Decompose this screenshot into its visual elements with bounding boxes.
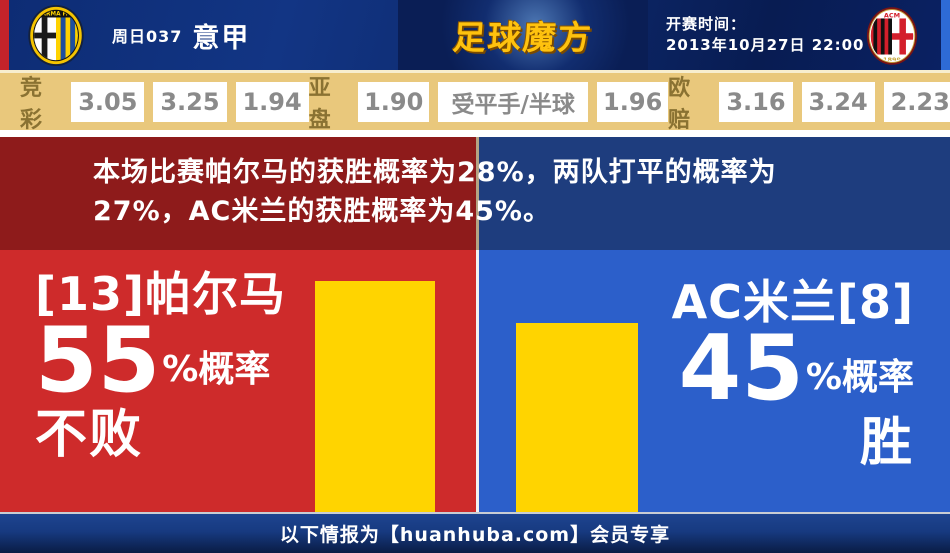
home-percent-suffix: %概率	[162, 348, 271, 390]
odds-value: 3.24	[801, 81, 875, 122]
ac-milan-logo: ACM 1899	[866, 6, 918, 70]
prediction-panels: [13]帕尔马 55 %概率 不败 AC米兰[8] 45 %概率 胜	[0, 250, 950, 512]
brand-panel: 足球魔方	[398, 0, 648, 70]
away-probability: 45 %概率	[672, 316, 914, 422]
odds-label-oupei: 欧赔	[668, 75, 692, 133]
brand-logo: 足球魔方	[451, 18, 595, 57]
away-team-name: AC米兰[8]	[671, 275, 914, 329]
away-probability-bar	[516, 323, 638, 512]
odds-bar: 竞彩 3.05 3.25 1.94 亚盘 1.90 受平手/半球 1.96 欧赔…	[0, 73, 950, 133]
odds-group-oupei: 欧赔 3.16 3.24 2.23	[668, 70, 950, 134]
odds-value: 3.16	[719, 81, 793, 122]
handicap-value: 受平手/半球	[438, 81, 589, 122]
banner-left-red	[0, 137, 476, 250]
section-gap	[0, 130, 950, 137]
kickoff-label: 开赛时间：	[666, 15, 747, 33]
match-number: 周日037	[112, 27, 183, 46]
home-probability-bar	[315, 281, 435, 512]
parma-fc-logo: PARMA F.C.	[27, 4, 85, 71]
home-panel-parma: [13]帕尔马 55 %概率 不败	[0, 250, 476, 512]
banner-right-blue	[479, 137, 950, 250]
header-divider-line	[0, 70, 950, 73]
odds-value: 1.96	[597, 81, 669, 122]
home-team-name: [13]帕尔马	[35, 267, 287, 321]
away-prediction-text: AC米兰[8] 45 %概率 胜	[672, 278, 914, 470]
milan-crest-year: 1899	[883, 56, 902, 64]
summary-line-1: 本场比赛帕尔马的获胜概率为28%，两队打平的概率为	[93, 157, 777, 188]
milan-crest-text: ACM	[884, 11, 900, 19]
home-prediction-text: [13]帕尔马 55 %概率 不败	[35, 270, 286, 462]
home-probability: 55 %概率	[35, 308, 286, 414]
summary-line-2: 27%，AC米兰的获胜概率为45%。	[93, 196, 551, 227]
odds-group-jingcai: 竞彩 3.05 3.25 1.94	[20, 70, 309, 134]
odds-group-yapan: 亚盘 1.90 受平手/半球 1.96	[308, 70, 669, 134]
banner-divider	[476, 137, 479, 250]
member-notice-text: 以下情报为【huanhuba.com】会员专享	[279, 524, 671, 546]
league-name: 意甲	[192, 22, 251, 54]
match-info: 周日037 意甲	[112, 0, 250, 70]
parma-crest-text: PARMA F.C.	[38, 11, 74, 17]
odds-value: 3.25	[153, 81, 227, 122]
probability-summary-text: 本场比赛帕尔马的获胜概率为28%，两队打平的概率为 27%，AC米兰的获胜概率为…	[93, 153, 893, 231]
odds-value: 1.90	[358, 81, 430, 122]
away-percent-value: 45	[678, 316, 804, 422]
away-panel-milan: AC米兰[8] 45 %概率 胜	[479, 250, 950, 512]
odds-label-yapan: 亚盘	[308, 75, 332, 133]
away-percent-suffix: %概率	[805, 356, 914, 398]
kickoff-datetime: 2013年10月27日 22:00	[666, 36, 865, 54]
odds-value: 3.05	[71, 81, 145, 122]
match-header: PARMA F.C. 周日037 意甲 足球魔方 开赛时间： 2013年10月2…	[0, 0, 950, 70]
home-percent-value: 55	[35, 308, 161, 414]
left-red-stripe	[0, 0, 9, 70]
probability-summary-banner: 本场比赛帕尔马的获胜概率为28%，两队打平的概率为 27%，AC米兰的获胜概率为…	[0, 137, 950, 250]
odds-value: 1.94	[235, 81, 309, 122]
right-blue-stripe	[941, 0, 950, 70]
kickoff-time: 开赛时间： 2013年10月27日 22:00	[666, 14, 864, 56]
odds-label-jingcai: 竞彩	[20, 75, 44, 133]
panel-divider	[476, 250, 479, 512]
footer-bar: 以下情报为【huanhuba.com】会员专享	[0, 512, 950, 553]
odds-value: 2.23	[883, 81, 950, 122]
home-outcome: 不败	[35, 404, 144, 465]
away-outcome: 胜	[859, 412, 914, 473]
